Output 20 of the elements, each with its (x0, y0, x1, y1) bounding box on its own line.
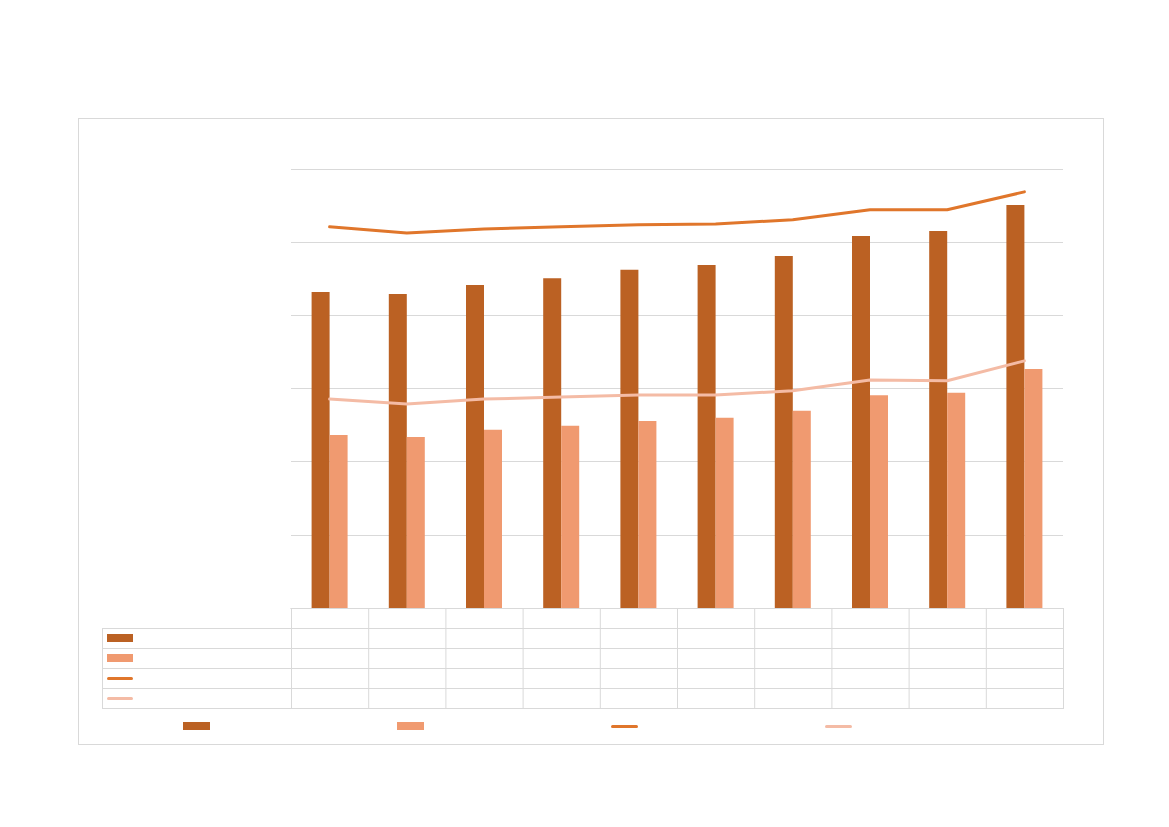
bar (561, 425, 580, 608)
bar (774, 256, 793, 608)
bar (947, 392, 966, 608)
bar (466, 285, 484, 608)
bar (388, 293, 407, 608)
bar (406, 437, 425, 608)
bar (715, 417, 734, 608)
bar (792, 410, 811, 608)
bar (484, 429, 502, 608)
bar (638, 420, 657, 608)
bar (329, 435, 348, 608)
bar (852, 235, 870, 608)
bar (311, 291, 330, 608)
bar (620, 269, 639, 608)
bar (697, 264, 716, 608)
bar (1006, 204, 1025, 608)
bar (929, 231, 948, 608)
bar (870, 395, 888, 608)
bar (1024, 368, 1043, 608)
bar (543, 278, 562, 608)
